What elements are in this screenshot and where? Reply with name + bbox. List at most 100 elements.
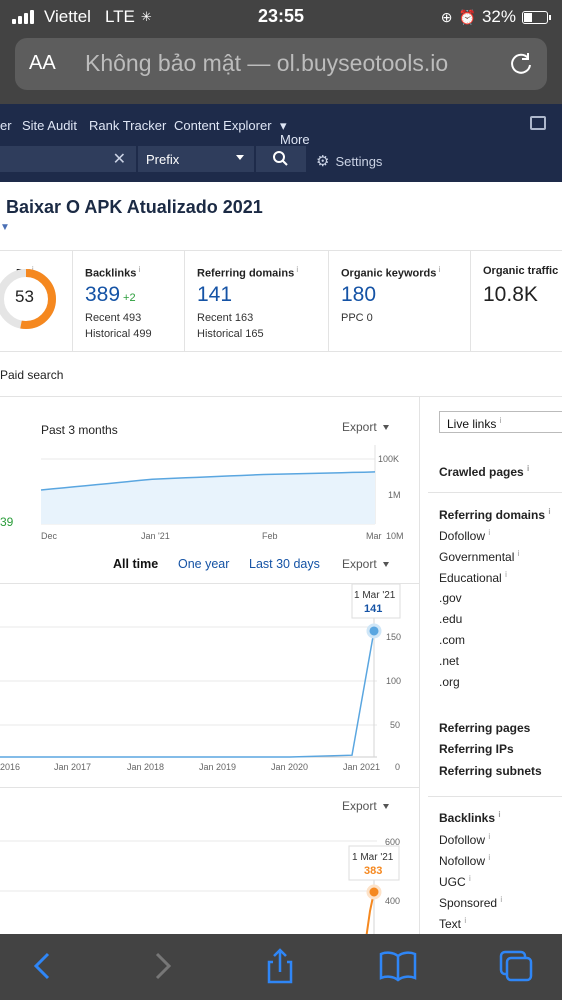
nav-item-more[interactable]: More ▾ — [280, 118, 310, 147]
paid-search-row — [0, 352, 562, 397]
rd-com[interactable]: .com — [439, 633, 466, 647]
bookmarks-icon[interactable] — [378, 948, 418, 984]
organic-traffic-card[interactable]: Organic traffic 10.8K — [470, 251, 562, 352]
backlinks-card[interactable]: Backlinks i 389 +2 Recent 493 Historical … — [72, 251, 184, 352]
organic-keywords-card[interactable]: Organic keywords i 180 PPC 0 — [328, 251, 470, 352]
live-links-label: Live links — [447, 417, 497, 431]
rd-edu[interactable]: .edu — [439, 612, 463, 626]
target-input[interactable]: ✕ — [0, 146, 136, 172]
notifications-icon[interactable] — [530, 116, 546, 130]
reload-icon[interactable] — [507, 50, 535, 78]
divider — [428, 796, 562, 797]
tooltip-date: 1 Mar '21 — [352, 852, 394, 863]
export-label: Export — [342, 557, 377, 571]
y-tick: 100K — [378, 454, 399, 464]
bl-dofollow[interactable]: Dofollow i — [439, 832, 491, 847]
x-tick: Jan 2018 — [127, 762, 164, 772]
backlinks-number[interactable]: 389 — [85, 283, 121, 306]
x-tick: Mar — [366, 531, 382, 541]
mode-select[interactable]: Prefix — [138, 146, 254, 172]
referring-domains-label: Referring domains i — [197, 265, 299, 280]
address-bar[interactable]: AA Không bảo mật — ol.buyseotools.io — [15, 38, 547, 90]
forward-icon[interactable] — [141, 948, 181, 984]
tab-one-year[interactable]: One year — [178, 557, 230, 571]
bl-nofollow[interactable]: Nofollow i — [439, 853, 491, 868]
back-icon[interactable] — [24, 948, 64, 984]
x-tick: Jan 2019 — [199, 762, 236, 772]
battery-icon — [522, 10, 551, 24]
status-bar: Viettel LTE ✳ 23:55 ⊕ ⏰ 32% — [0, 0, 562, 36]
tab-last-30-days[interactable]: Last 30 days — [249, 557, 320, 571]
backlinks-chart: 1 Mar '21 383 600 400 — [0, 837, 400, 939]
ppc-value: PPC 0 — [341, 312, 373, 324]
alarm-icon: ⏰ — [458, 8, 476, 25]
carrier-label: Viettel — [44, 7, 91, 26]
nav-item-site-audit[interactable]: Site Audit — [22, 118, 77, 133]
organic-keywords-label-text: Organic keywords — [341, 267, 437, 280]
metrics-row: DRi 53 Backlinks i 389 +2 Recent 493 Hist… — [0, 250, 562, 352]
url-text[interactable]: Không bảo mật — ol.buyseotools.io — [85, 50, 449, 76]
search-button[interactable] — [256, 146, 306, 172]
backlinks-link[interactable]: Backlinks i — [439, 810, 501, 825]
tab-all-time[interactable]: All time — [113, 557, 159, 571]
export-button[interactable]: Export — [342, 420, 389, 434]
rd-dofollow[interactable]: Dofollow i — [439, 528, 491, 543]
y-tick: 50 — [390, 720, 400, 730]
clear-icon[interactable]: ✕ — [112, 151, 126, 168]
x-tick: 2016 — [0, 762, 20, 772]
backlinks-value[interactable]: 389 +2 — [85, 283, 136, 307]
nav-item-explorer[interactable]: er — [0, 118, 12, 133]
rd-educational[interactable]: Educational i — [439, 570, 507, 585]
rd-governmental[interactable]: Governmental i — [439, 549, 520, 564]
crawled-pages-link[interactable]: Crawled pages i — [439, 464, 530, 479]
nav-item-content-explorer[interactable]: Content Explorer — [174, 118, 272, 133]
chevron-down-icon[interactable]: ▼ — [0, 222, 10, 233]
referring-domains-card[interactable]: Referring domains i 141 Recent 163 Histo… — [184, 251, 328, 352]
safari-toolbar — [0, 934, 562, 1000]
signal-icon — [12, 10, 34, 24]
referring-domains-link[interactable]: Referring domains i — [439, 507, 551, 522]
export-button[interactable]: Export — [342, 557, 389, 571]
referring-domains-heading: Referring domains — [439, 508, 546, 522]
tabs-icon[interactable] — [496, 948, 536, 984]
rd-net[interactable]: .net — [439, 654, 460, 668]
clock: 23:55 — [257, 6, 305, 26]
top-nav: er Site Audit Rank Tracker Content Explo… — [0, 104, 562, 147]
backlinks-label: Backlinks i — [85, 265, 141, 280]
bl-sponsored[interactable]: Sponsored i — [439, 895, 503, 910]
charts-panel: Past 3 months Export 39 100K 1M 10M Dec … — [0, 397, 420, 939]
tooltip-date: 1 Mar '21 — [354, 590, 396, 601]
y-tick: 1M — [388, 490, 401, 500]
organic-keywords-label: Organic keywords i — [341, 265, 441, 280]
bl-ugc[interactable]: UGC i — [439, 874, 471, 889]
referring-subnets-link[interactable]: Referring subnets — [439, 764, 542, 778]
referring-pages-link[interactable]: Referring pages — [439, 721, 531, 735]
referring-domains-label-text: Referring domains — [197, 267, 295, 280]
x-tick: Jan 2017 — [54, 762, 91, 772]
referring-domains-recent: Recent 163 — [197, 312, 254, 324]
referring-domains-value[interactable]: 141 — [197, 283, 233, 306]
live-links-select[interactable]: Live links i — [439, 411, 562, 433]
x-tick: Feb — [262, 531, 278, 541]
chevron-down-icon — [236, 155, 244, 160]
settings-button[interactable]: ⚙ Settings — [316, 152, 382, 170]
organic-keywords-value[interactable]: 180 — [341, 283, 377, 306]
reader-button[interactable]: AA — [29, 52, 56, 74]
tooltip-value: 141 — [364, 603, 382, 615]
paid-search-tab[interactable]: Paid search — [0, 368, 64, 382]
nav-item-rank-tracker[interactable]: Rank Tracker — [89, 118, 167, 133]
crawled-pages-label: Crawled pages — [439, 465, 524, 479]
divider — [428, 492, 562, 493]
referring-ips-link[interactable]: Referring IPs — [439, 742, 514, 756]
referring-domains-chart: 1 Mar '21 141 150 100 50 0 2016 Jan 2017… — [0, 584, 401, 772]
bl-text[interactable]: Text i — [439, 916, 467, 931]
share-icon[interactable] — [260, 948, 300, 984]
left-value: 39 — [0, 515, 14, 529]
rd-gov[interactable]: .gov — [439, 591, 462, 605]
export-button[interactable]: Export — [342, 799, 389, 813]
chevron-down-icon — [382, 561, 389, 567]
rd-org[interactable]: .org — [439, 675, 460, 689]
search-icon — [273, 151, 288, 166]
rotation-lock-icon: ⊕ — [440, 8, 453, 25]
